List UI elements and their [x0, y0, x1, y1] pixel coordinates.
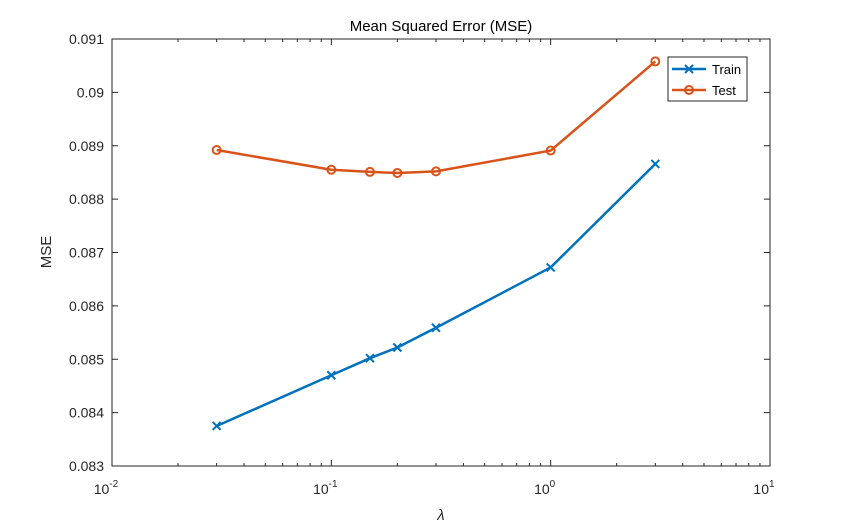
x-axis-label: λ	[436, 507, 444, 524]
marker-stroke	[684, 64, 694, 74]
legend-label-test: Test	[712, 83, 736, 98]
data-point-test	[650, 56, 661, 67]
marker-stroke	[211, 421, 222, 431]
y-tick-label: 0.086	[69, 298, 104, 314]
y-tick-label: 0.091	[69, 31, 104, 47]
y-axis-label: MSE	[38, 236, 55, 269]
series-line-test	[216, 60, 657, 175]
chart-title: Mean Squared Error (MSE)	[350, 18, 533, 35]
legend-label-train: Train	[712, 62, 741, 77]
legend-box	[667, 56, 748, 102]
data-point-test	[364, 166, 375, 177]
data-point-test	[430, 166, 441, 177]
x-tick-label: 10-2	[94, 479, 119, 497]
x-tick-base: 10	[313, 481, 329, 497]
x-tick-base: 10	[94, 481, 110, 497]
marker-stroke	[392, 342, 403, 353]
x-tick-base: 10	[753, 481, 769, 497]
data-point-train	[392, 342, 403, 353]
legend-marker-train	[684, 64, 694, 74]
x-tick-base: 10	[534, 481, 550, 497]
data-point-train	[326, 370, 337, 380]
data-point-train	[545, 262, 556, 273]
x-tick-exponent: 0	[550, 479, 556, 490]
y-tick-label: 0.088	[69, 191, 104, 207]
x-tick-label: 10-1	[313, 479, 338, 497]
legend-marker-test	[684, 85, 694, 95]
legend: Train Test	[667, 56, 748, 102]
y-tick-label: 0.083	[69, 458, 104, 474]
y-tick-label: 0.09	[77, 84, 104, 100]
data-point-train	[431, 323, 441, 333]
data-point-test	[211, 145, 222, 156]
y-tick-label: 0.087	[69, 245, 104, 261]
marker-stroke	[545, 262, 556, 273]
marker-stroke	[365, 353, 375, 363]
data-point-test	[392, 167, 403, 178]
tick-labels: 0.083 0.084 0.085 0.086 0.087 0.088 0.089 0.09 0…	[69, 31, 775, 497]
data-point-test	[545, 145, 556, 156]
x-tick-label: 100	[534, 479, 556, 497]
marker-stroke	[326, 370, 337, 380]
data-point-train	[650, 159, 661, 169]
axis-ticks	[111, 38, 771, 467]
marker-stroke	[650, 159, 661, 169]
data-point-train	[365, 353, 375, 363]
x-tick-exponent: -2	[109, 479, 118, 490]
plot-area	[111, 38, 771, 467]
x-tick-label: 101	[753, 479, 775, 497]
data-point-train	[211, 421, 222, 431]
y-tick-label: 0.089	[69, 138, 104, 154]
marker-stroke	[431, 323, 441, 333]
x-tick-exponent: 1	[769, 479, 775, 490]
series-layer	[211, 56, 661, 431]
y-tick-label: 0.085	[69, 351, 104, 367]
x-tick-exponent: -1	[329, 479, 338, 490]
y-tick-label: 0.084	[69, 405, 104, 421]
data-point-test	[326, 164, 337, 175]
